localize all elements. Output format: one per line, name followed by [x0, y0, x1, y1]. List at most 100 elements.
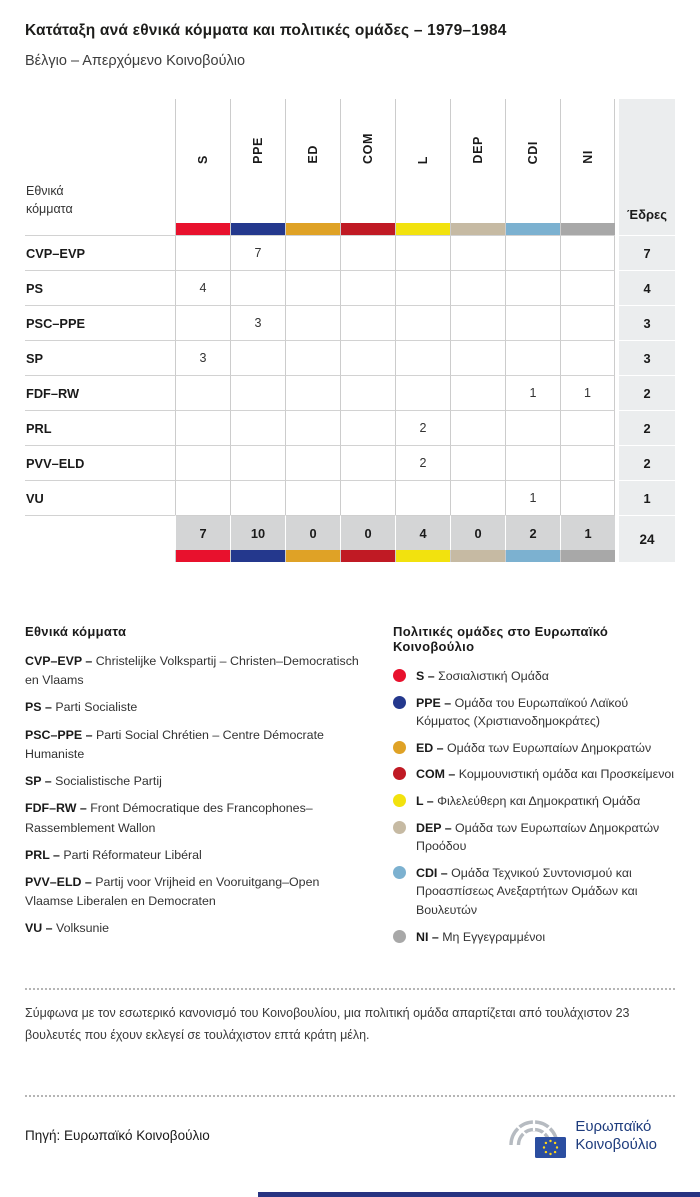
row-seats-total: 7 — [615, 235, 675, 270]
group-color-bar-row — [25, 223, 675, 235]
group-legend-item: ED – Ομάδα των Ευρωπαίων Δημοκρατών — [393, 739, 675, 758]
seat-cell — [560, 305, 615, 340]
row-seats-total: 2 — [615, 445, 675, 480]
seat-cell — [230, 480, 285, 515]
party-legend-item: SP – Socialistische Partij — [25, 774, 162, 789]
column-header-s: S — [175, 99, 230, 223]
row-seats-total: 3 — [615, 305, 675, 340]
groups-legend-heading: Πολιτικές ομάδες στο Ευρωπαϊκό Κοινοβούλ… — [393, 624, 609, 654]
table-row: PVV–ELD 2 2 — [25, 445, 675, 480]
european-parliament-logo: Ευρωπαϊκό Κοινοβούλιο — [505, 1113, 657, 1159]
seat-cell — [560, 445, 615, 480]
table-header-row: Εθνικά κόμματα S PPE ED COM L DEP CDI NI… — [25, 99, 675, 235]
party-name: CVP–EVP — [25, 235, 175, 270]
group-color-bar — [285, 550, 340, 562]
seat-cell: 3 — [175, 340, 230, 375]
seat-cell — [450, 410, 505, 445]
group-color-bar — [560, 550, 615, 562]
seat-cell — [395, 340, 450, 375]
party-name: PVV–ELD — [25, 445, 175, 480]
seat-cell — [175, 410, 230, 445]
row-seats-total: 4 — [615, 270, 675, 305]
group-legend-item: S – Σοσιαλιστική Ομάδα — [393, 667, 675, 686]
party-name: SP — [25, 340, 175, 375]
row-header-national-parties: Εθνικά κόμματα — [25, 99, 175, 223]
political-groups-legend: Πολιτικές ομάδες στο Ευρωπαϊκό Κοινοβούλ… — [393, 624, 675, 954]
seat-cell — [285, 375, 340, 410]
seat-cell — [450, 270, 505, 305]
seats-by-party-table: Εθνικά κόμματα S PPE ED COM L DEP CDI NI… — [25, 99, 675, 562]
seat-cell — [395, 270, 450, 305]
group-color-dot — [393, 865, 406, 879]
group-color-bar — [560, 223, 615, 235]
group-color-dot — [393, 929, 406, 943]
seat-cell — [285, 445, 340, 480]
seat-cell — [340, 445, 395, 480]
total-cell: 4 — [395, 515, 450, 550]
group-color-dot — [393, 794, 406, 808]
seat-cell — [395, 375, 450, 410]
total-cell: 1 — [560, 515, 615, 550]
seat-cell — [395, 480, 450, 515]
seat-cell — [285, 340, 340, 375]
table-row: PS 4 4 — [25, 270, 675, 305]
seat-cell — [340, 270, 395, 305]
row-header-label: Εθνικά κόμματα — [26, 184, 73, 216]
group-color-dot — [393, 740, 406, 754]
group-legend-item: PPE – Ομάδα του Ευρωπαϊκού Λαϊκού Κόμματ… — [393, 694, 675, 731]
total-cell: 10 — [230, 515, 285, 550]
seat-cell — [505, 410, 560, 445]
seat-cell — [230, 375, 285, 410]
row-seats-total: 2 — [615, 375, 675, 410]
party-legend-item: PVV–ELD – Partij voor Vrijheid en Voorui… — [25, 874, 320, 909]
party-legend-item: PS – Parti Socialiste — [25, 700, 138, 715]
seat-cell — [505, 270, 560, 305]
seat-cell — [560, 480, 615, 515]
group-color-bar — [505, 223, 560, 235]
footer: Πηγή: Ευρωπαϊκό Κοινοβούλιο — [25, 1113, 675, 1197]
page-subtitle: Βέλγιο – Απερχόμενο Κοινοβούλιο — [25, 53, 246, 69]
column-header-dep: DEP — [450, 99, 505, 223]
group-legend-item: L – Φιλελεύθερη και Δημοκρατική Ομάδα — [393, 792, 675, 811]
group-legend-item: DEP – Ομάδα των Ευρωπαίων Δημοκρατών Προ… — [393, 819, 675, 856]
total-cell: 0 — [340, 515, 395, 550]
grand-total-seats: 24 — [615, 515, 675, 562]
row-seats-total: 1 — [615, 480, 675, 515]
dotted-divider-bottom — [25, 1094, 675, 1097]
group-legend-item: CDI – Ομάδα Τεχνικού Συντονισμού και Προ… — [393, 864, 675, 920]
seat-cell — [450, 445, 505, 480]
group-color-bar — [285, 223, 340, 235]
total-cell: 7 — [175, 515, 230, 550]
seat-cell — [230, 410, 285, 445]
group-color-bar — [505, 550, 560, 562]
party-legend-item: VU – Volksunie — [25, 921, 110, 936]
seat-cell — [340, 480, 395, 515]
row-seats-total: 3 — [615, 340, 675, 375]
group-color-bar — [175, 223, 230, 235]
legend-section: Εθνικά κόμματα CVP–EVP – Christelijke Vo… — [25, 624, 675, 954]
party-legend-item: CVP–EVP – Christelijke Volkspartij – Chr… — [25, 654, 359, 688]
group-color-bar — [450, 223, 505, 235]
seat-cell — [175, 375, 230, 410]
party-legend-item: PRL – Parti Réformateur Libéral — [25, 847, 202, 862]
seat-cell — [395, 235, 450, 270]
seat-cell — [395, 305, 450, 340]
seat-cell — [285, 410, 340, 445]
ep-logo-wordmark: Ευρωπαϊκό Κοινοβούλιο — [575, 1117, 657, 1153]
seat-cell: 1 — [560, 375, 615, 410]
column-header-cdi: CDI — [505, 99, 560, 223]
seat-cell — [450, 235, 505, 270]
seat-cell — [505, 445, 560, 480]
group-color-bar — [340, 550, 395, 562]
column-header-ppe: PPE — [230, 99, 285, 223]
seat-cell — [450, 340, 505, 375]
seat-cell — [560, 340, 615, 375]
party-name: PRL — [25, 410, 175, 445]
column-header-l: L — [395, 99, 450, 223]
seat-cell — [340, 235, 395, 270]
seat-cell — [340, 340, 395, 375]
table-row: VU 1 1 — [25, 480, 675, 515]
row-seats-total: 2 — [615, 410, 675, 445]
table-row: SP 3 3 — [25, 340, 675, 375]
source-label: Πηγή: Ευρωπαϊκό Κοινοβούλιο — [25, 1128, 210, 1144]
